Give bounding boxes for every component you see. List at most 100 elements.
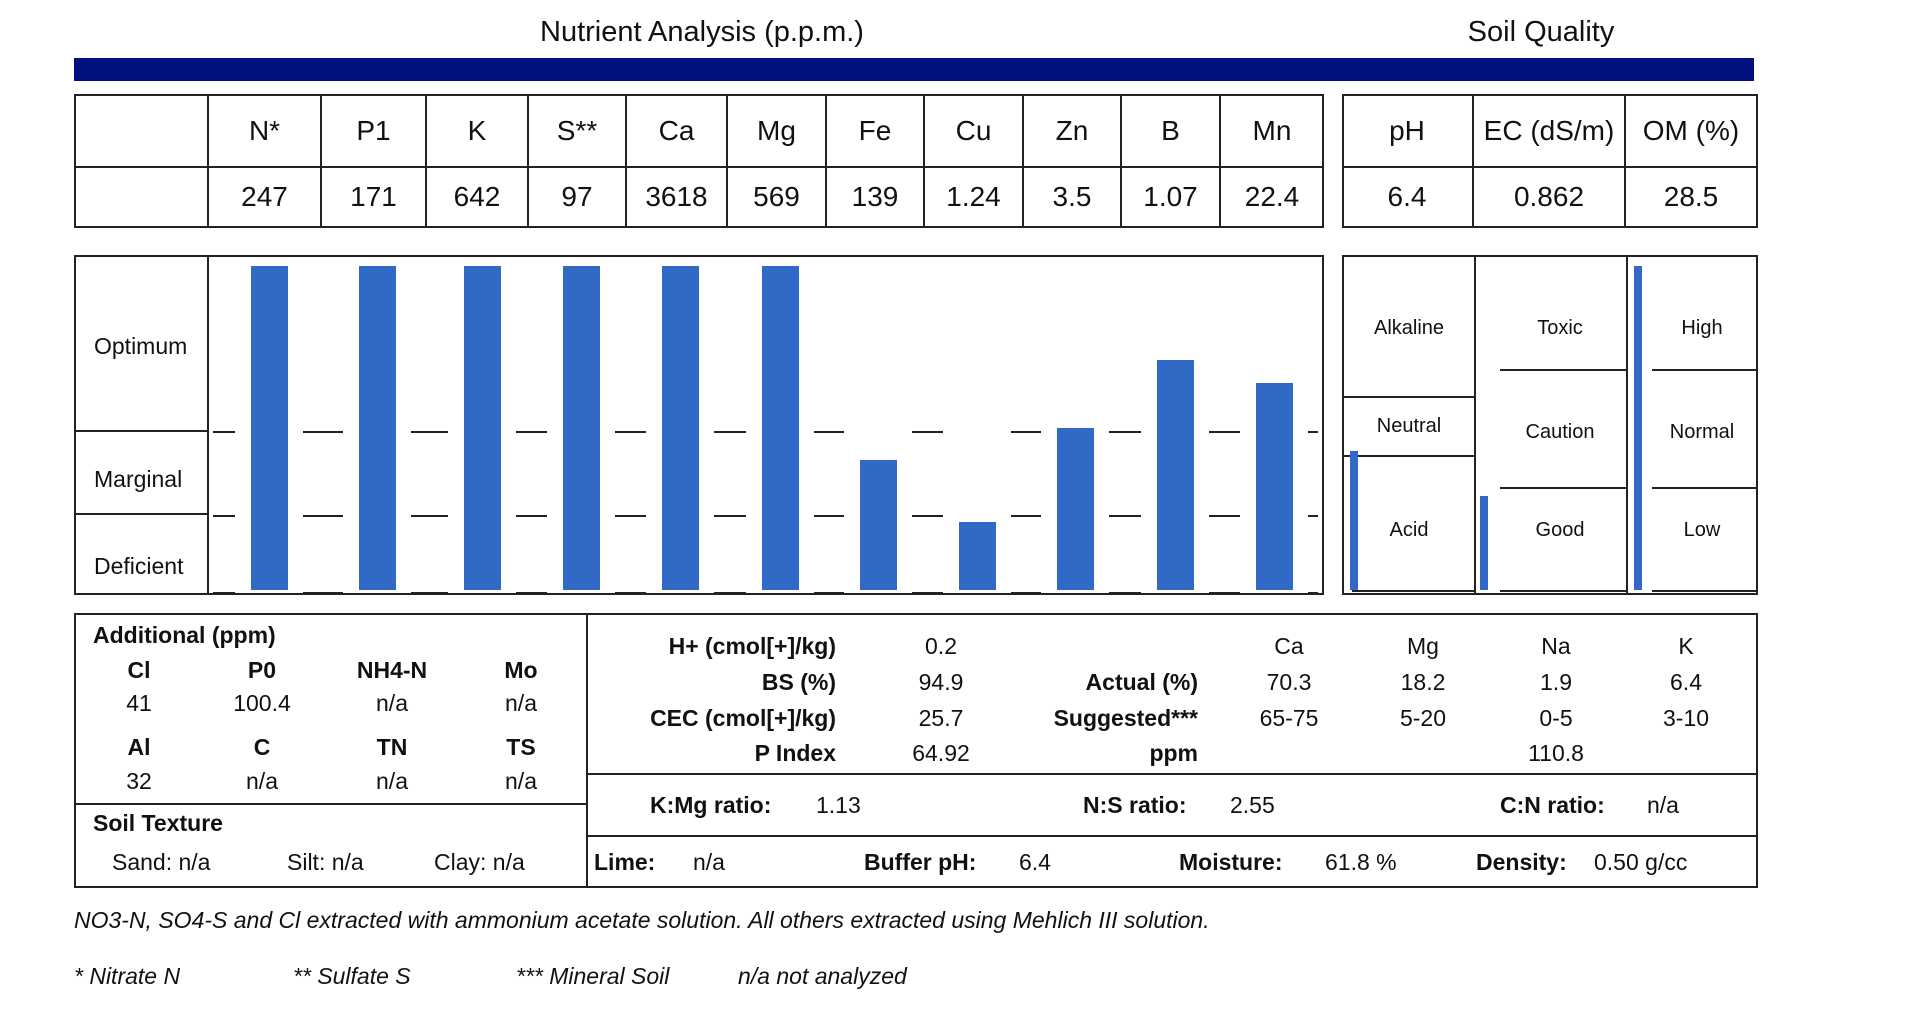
threshold-dash [1209, 431, 1240, 434]
nutrient-header: Fe [825, 96, 923, 166]
rating-label: Caution [1525, 421, 1595, 443]
threshold-dash [614, 431, 647, 434]
rating-divider [1500, 369, 1626, 371]
nutrient-table: N* 247 P1 171 K 642 S** 97 Ca 3618 Mg 569 Fe 139 Cu 1.2… [74, 94, 1324, 228]
additional-value: n/a [505, 768, 537, 794]
bar-zn [1057, 428, 1095, 590]
na-ppm-value: 110.8 [1528, 740, 1584, 766]
suggested-value: 5-20 [1399, 705, 1447, 731]
column-divider [1626, 257, 1628, 593]
row-divider [1344, 166, 1756, 168]
rating-label: Acid [1389, 519, 1429, 541]
rating-label: High [1681, 317, 1723, 339]
rating-label: Normal [1669, 421, 1735, 443]
soil-quality-title: Soil Quality [1467, 16, 1615, 48]
threshold-dash [1209, 592, 1240, 594]
nutrient-chart: Optimum Marginal Deficient [74, 255, 1324, 595]
soil-value: 28.5 [1624, 168, 1756, 226]
buffer-label: Buffer pH: [864, 849, 977, 875]
additional-key: Al [127, 734, 151, 760]
soil-value: 0.862 [1472, 168, 1624, 226]
rating-label: Alkaline [1373, 317, 1445, 339]
nutrient-value: 1.07 [1120, 168, 1219, 226]
nutrient-header: S** [527, 96, 625, 166]
soil-texture-title: Soil Texture [93, 810, 223, 836]
kmg-value: 1.13 [816, 792, 861, 818]
nutrient-analysis-title: Nutrient Analysis (p.p.m.) [540, 16, 864, 48]
threshold-dash [1307, 431, 1318, 434]
cation-label: H+ (cmol[+]/kg) [668, 633, 836, 659]
suggested-value: 3-10 [1662, 705, 1710, 731]
actual-value: 70.3 [1266, 669, 1312, 695]
footnote-nitrate: * Nitrate N [74, 963, 181, 989]
column-divider [1474, 257, 1476, 593]
suggested-label: Suggested*** [1053, 705, 1198, 731]
soil-bar-2 [1634, 266, 1642, 590]
rating-divider [1344, 455, 1474, 457]
additional-value: n/a [376, 690, 408, 716]
extraction-note: NO3-N, SO4-S and Cl extracted with ammon… [74, 907, 1210, 933]
cation-label: P Index [754, 740, 836, 766]
lime-value: n/a [693, 849, 725, 875]
suggested-value: 0-5 [1539, 705, 1573, 731]
soil-value: 6.4 [1387, 181, 1427, 212]
rating-divider [1352, 590, 1474, 592]
rating-label: Neutral [1376, 415, 1442, 437]
threshold-dash [411, 431, 449, 434]
soil-bar-1 [1480, 496, 1488, 590]
threshold-dash [303, 592, 344, 594]
cn-value: n/a [1647, 792, 1679, 818]
cation-value: 0.2 [925, 633, 957, 659]
threshold-dash [516, 515, 547, 518]
bar-mg [761, 266, 799, 590]
lime-label: Lime: [594, 849, 656, 875]
rating-optimum: Optimum [94, 333, 188, 359]
threshold-dash [912, 592, 943, 594]
bar-b [1157, 359, 1195, 590]
threshold-dash [213, 431, 236, 434]
threshold-dash [516, 431, 547, 434]
threshold-dash [516, 592, 547, 594]
cation-label: CEC (cmol[+]/kg) [650, 705, 836, 731]
threshold-dash [303, 515, 344, 518]
rating-deficient: Deficient [94, 553, 184, 579]
threshold-dash [213, 592, 236, 594]
bar-p1 [359, 266, 397, 590]
additional-value: 41 [126, 690, 152, 716]
nutrient-value: 3.5 [1022, 168, 1120, 226]
nutrient-value: 139 [825, 168, 923, 226]
nutrient-value: 247 [207, 168, 320, 226]
clay-value: Clay: n/a [434, 849, 525, 875]
buffer-value: 6.4 [1019, 849, 1051, 875]
threshold-dash [813, 431, 845, 434]
additional-value: n/a [246, 768, 278, 794]
threshold-dash [1109, 592, 1142, 594]
threshold-dash [614, 592, 647, 594]
bar-k [464, 266, 502, 590]
footnote-na: n/a not analyzed [738, 963, 907, 989]
actual-value: 1.9 [1540, 669, 1572, 695]
bar-s [562, 266, 600, 590]
threshold-dash [912, 515, 943, 518]
threshold-dash [1010, 515, 1042, 518]
threshold-dash [411, 515, 449, 518]
ns-label: N:S ratio: [1083, 792, 1187, 818]
rating-divider [1652, 487, 1758, 489]
additional-value: 32 [126, 768, 152, 794]
rating-divider [1652, 590, 1758, 592]
threshold-dash [1109, 431, 1142, 434]
cation-value: 94.9 [918, 669, 964, 695]
nutrient-value: 1.24 [923, 168, 1022, 226]
additional-value: n/a [505, 690, 537, 716]
nutrient-header: K [425, 96, 527, 166]
soil-header: pH [1389, 115, 1425, 146]
cn-label: C:N ratio: [1500, 792, 1605, 818]
cation-col-header: Mg [1407, 633, 1439, 659]
cation-col-header: K [1678, 633, 1694, 659]
rating-label: Good [1535, 519, 1585, 541]
moisture-value: 61.8 % [1325, 849, 1397, 875]
additional-key: TS [506, 734, 536, 760]
suggested-value: 65-75 [1259, 705, 1319, 731]
threshold-dash [411, 592, 449, 594]
cation-value: 25.7 [918, 705, 964, 731]
